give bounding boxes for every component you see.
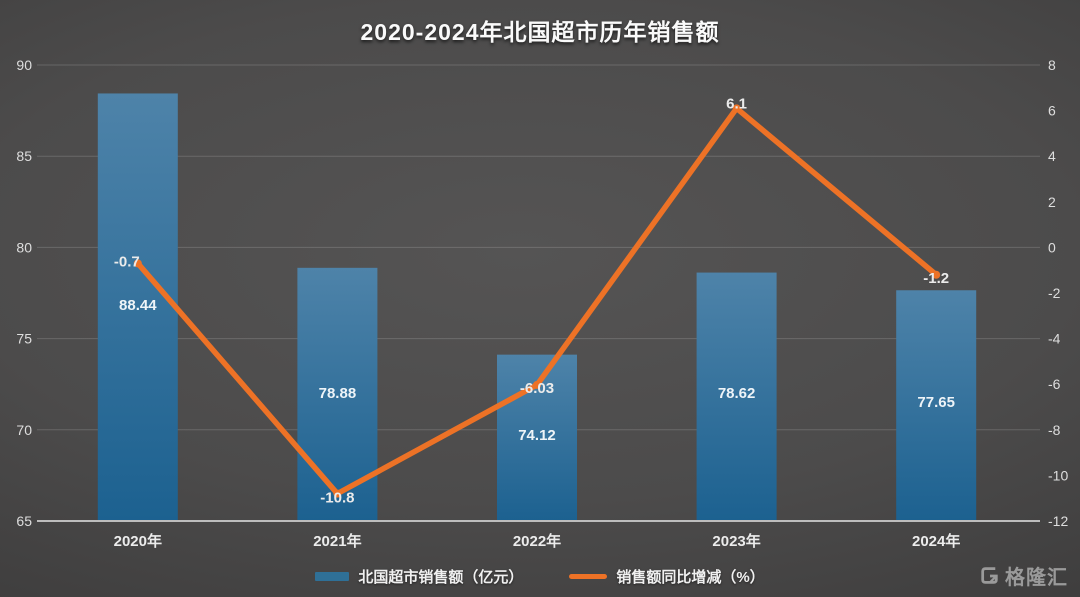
left-axis-tick-label: 80	[16, 239, 32, 255]
right-axis-tick-label: -6	[1048, 376, 1061, 392]
right-axis-tick-label: 6	[1048, 103, 1056, 119]
line-point	[932, 270, 941, 279]
left-axis-tick-label: 70	[16, 422, 32, 438]
x-axis-label: 2024年	[912, 532, 960, 550]
line-series-swatch	[569, 574, 608, 579]
x-axis-label: 2022年	[513, 532, 561, 550]
x-axis-label: 2020年	[114, 532, 162, 550]
left-axis-tick-label: 75	[16, 331, 32, 347]
left-axis-tick-label: 65	[16, 513, 32, 529]
line-point	[732, 104, 741, 113]
right-axis-tick-label: -8	[1048, 422, 1061, 438]
bar-value-label: 74.12	[518, 427, 556, 444]
legend-entry-sales: 北国超市销售额（亿元）	[315, 566, 523, 587]
right-axis-tick-label: 0	[1048, 239, 1056, 255]
right-axis-tick-label: 2	[1048, 194, 1056, 210]
line-value-label: -1.2	[923, 270, 949, 287]
line-point	[333, 489, 342, 498]
line-layer	[133, 104, 941, 498]
watermark-text: 格隆汇	[1005, 567, 1068, 589]
bar-value-label: 78.62	[718, 385, 756, 402]
line-value-label: -0.7	[114, 253, 140, 270]
bar-series-swatch	[315, 572, 350, 581]
line-value-label: -10.8	[320, 490, 354, 507]
right-axis-tick-label: 4	[1048, 148, 1056, 164]
bar	[696, 272, 777, 521]
chart-legend: 北国超市销售额（亿元） 销售额同比增减（%）	[0, 566, 1080, 587]
right-axis-tick-label: -4	[1048, 331, 1061, 347]
line-value-label: -6.03	[520, 380, 554, 397]
legend-label-growth: 销售额同比增减（%）	[616, 569, 765, 586]
bar-value-label: 77.65	[917, 394, 955, 411]
x-axis-label: 2023年	[712, 532, 760, 550]
line-point	[533, 380, 541, 389]
left-axis-tick-label: 85	[16, 148, 32, 164]
right-axis-tick-label: -12	[1048, 513, 1068, 529]
right-axis-tick-label: -10	[1048, 467, 1068, 483]
labels-layer: 88.44 78.88 74.12 78.62 77.65 -0.7 -10.8 -6.03 6…	[114, 95, 955, 506]
bar-value-label: 78.88	[319, 385, 357, 402]
right-axis-tick-label: -2	[1048, 285, 1061, 301]
bar	[896, 290, 977, 521]
line-value-label: 6.1	[726, 95, 747, 112]
bar	[97, 93, 178, 521]
chart-title: 2020-2024年北国超市历年销售额	[360, 19, 720, 45]
bar-value-label: 88.44	[119, 297, 157, 314]
gelonghui-logo-icon	[981, 567, 998, 584]
axes-layer: 65 70 75 80 85 90 -12 -10 -8 -6 -4 -2 0 2 4 6 8 2020年 2021…	[16, 57, 1068, 550]
right-axis-tick-label: 8	[1048, 57, 1056, 73]
bars-layer	[97, 93, 977, 521]
legend-entry-growth: 销售额同比增减（%）	[569, 566, 765, 587]
watermark: 格隆汇	[979, 561, 1068, 590]
left-axis-tick-label: 90	[16, 57, 32, 73]
legend-label-sales: 北国超市销售额（亿元）	[358, 569, 524, 586]
line-point	[133, 259, 142, 268]
x-axis-label: 2021年	[313, 532, 361, 550]
